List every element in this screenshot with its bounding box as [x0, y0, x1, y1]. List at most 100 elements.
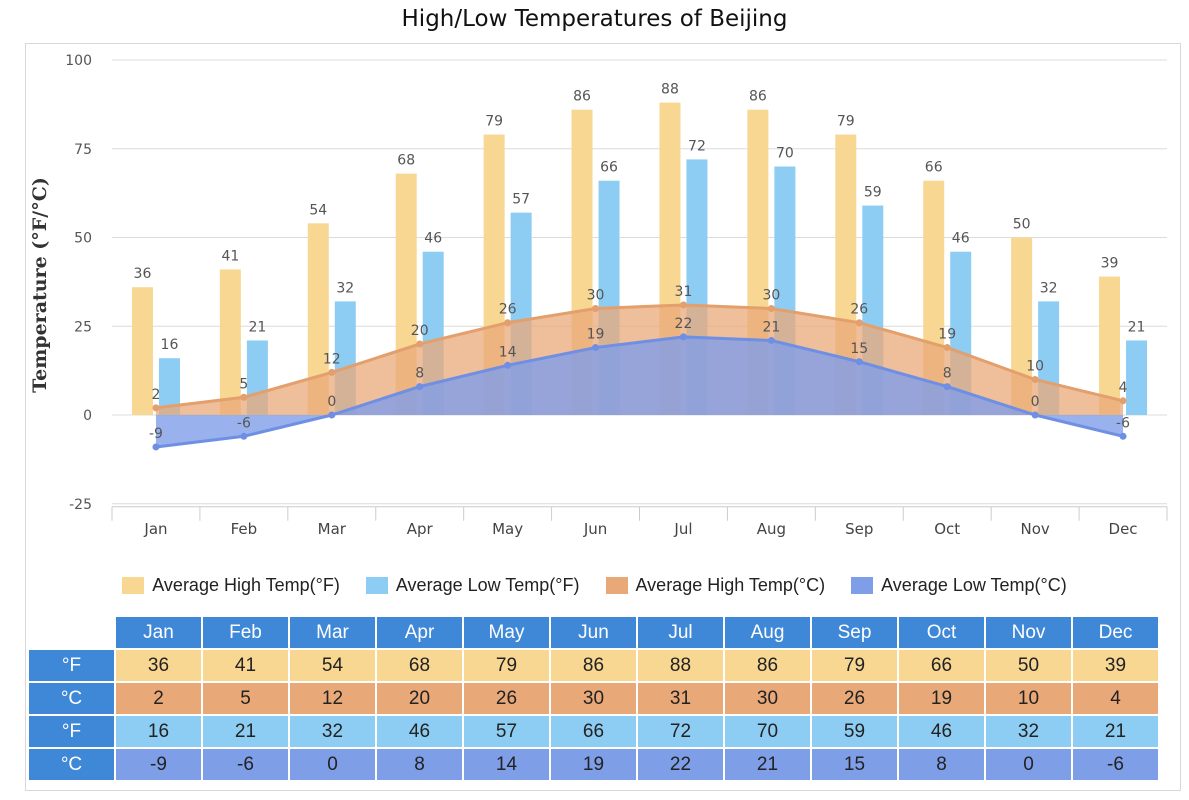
table-cell: 32 — [986, 716, 1071, 747]
table-cell: 32 — [290, 716, 375, 747]
point-high-c — [416, 340, 424, 348]
bar-label-low-f: 57 — [512, 192, 530, 208]
bar-high-f — [1011, 237, 1033, 415]
table-cell: 30 — [551, 683, 636, 714]
point-low-c — [504, 361, 512, 369]
table-cell: 57 — [464, 716, 549, 747]
table-cell: 41 — [203, 650, 288, 681]
table-row: °C 2 5 12 20 26 30 31 30 26 19 10 4 — [29, 683, 1158, 714]
point-low-c — [767, 336, 775, 344]
point-label-high-c: 4 — [1119, 380, 1128, 396]
point-high-c — [328, 368, 336, 376]
table-cell: 88 — [638, 650, 723, 681]
bar-label-high-f: 66 — [925, 160, 943, 176]
bar-label-high-f: 54 — [309, 202, 327, 218]
bar-label-high-f: 36 — [134, 266, 152, 282]
table-cell: 5 — [203, 683, 288, 714]
legend-swatch — [605, 576, 628, 594]
legend-item[interactable]: Average High Temp(°C) — [605, 575, 825, 596]
bar-label-high-f: 79 — [485, 114, 503, 130]
table-cell: 72 — [638, 716, 723, 747]
point-label-high-c: 26 — [850, 302, 868, 318]
table-cell: 31 — [638, 683, 723, 714]
point-high-c — [152, 404, 160, 412]
bar-low-f — [1126, 340, 1148, 415]
x-tick-label: Mar — [318, 520, 347, 538]
bar-label-high-f: 68 — [397, 153, 415, 169]
legend-item[interactable]: Average Low Temp(°C) — [851, 575, 1067, 596]
point-high-c — [592, 305, 600, 312]
table-cell: 36 — [116, 650, 201, 681]
point-label-low-c: -6 — [1116, 415, 1130, 431]
point-label-high-c: 20 — [411, 323, 429, 339]
table-cell: 26 — [812, 683, 897, 714]
bar-label-low-f: 21 — [248, 319, 266, 335]
table-cell: 10 — [986, 683, 1071, 714]
table-cell: 2 — [116, 683, 201, 714]
table-cell: 86 — [725, 650, 810, 681]
point-low-c — [416, 383, 424, 391]
table-month-header: May — [464, 617, 549, 648]
point-label-high-c: 12 — [323, 351, 341, 367]
table-row-header: °F — [29, 650, 114, 681]
table-row: °F 36 41 54 68 79 86 88 86 79 66 50 39 — [29, 650, 1158, 681]
point-high-c — [1119, 397, 1127, 405]
table-cell: 0 — [290, 749, 375, 780]
table-cell: 59 — [812, 716, 897, 747]
x-tick-label: Jun — [583, 520, 607, 538]
bar-label-low-f: 66 — [600, 160, 618, 176]
point-low-c — [1031, 411, 1039, 419]
point-low-c — [1119, 432, 1127, 440]
point-label-low-c: 22 — [675, 316, 693, 332]
table-cell: 46 — [899, 716, 984, 747]
table-cell: 68 — [377, 650, 462, 681]
table-month-header: Oct — [899, 617, 984, 648]
bar-label-low-f: 72 — [688, 138, 706, 154]
table-cell: 66 — [899, 650, 984, 681]
table-cell: 15 — [812, 749, 897, 780]
bar-label-high-f: 50 — [1013, 217, 1031, 233]
bar-high-f — [131, 287, 153, 415]
table-row-header: °C — [29, 749, 114, 780]
x-tick-label: Dec — [1109, 520, 1138, 538]
table-month-header: Jun — [551, 617, 636, 648]
point-label-high-c: 5 — [239, 376, 248, 392]
bar-label-low-f: 16 — [161, 337, 179, 353]
legend-label: Average Low Temp(°C) — [881, 574, 1067, 595]
point-label-low-c: 14 — [499, 344, 517, 360]
point-low-c — [328, 411, 336, 419]
table-row-header: °F — [29, 716, 114, 747]
legend-swatch — [122, 576, 145, 594]
legend-item[interactable]: Average Low Temp(°F) — [365, 575, 580, 596]
x-tick-label: Jan — [143, 520, 167, 538]
bar-high-f — [1099, 276, 1121, 415]
point-low-c — [592, 344, 600, 352]
table-cell: 14 — [464, 749, 549, 780]
table-cell: 79 — [812, 650, 897, 681]
legend-swatch — [851, 576, 874, 594]
point-high-c — [240, 393, 248, 401]
table-cell: 66 — [551, 716, 636, 747]
table-cell: 22 — [638, 749, 723, 780]
point-low-c — [152, 443, 160, 451]
table-cell: 19 — [899, 683, 984, 714]
table-cell: 26 — [464, 683, 549, 714]
y-tick-label: 0 — [83, 408, 92, 424]
bar-label-low-f: 70 — [776, 146, 794, 162]
point-label-low-c: 19 — [587, 327, 605, 343]
table-month-header: Aug — [725, 617, 810, 648]
bar-label-high-f: 39 — [1101, 256, 1119, 272]
x-tick-label: Feb — [231, 520, 258, 538]
table-cell: 0 — [986, 749, 1071, 780]
point-label-low-c: 8 — [943, 366, 952, 382]
point-low-c — [943, 383, 951, 391]
point-label-low-c: 0 — [1031, 394, 1040, 410]
point-label-low-c: 0 — [327, 394, 336, 410]
x-tick-label: Apr — [407, 520, 434, 538]
table-month-header: Apr — [377, 617, 462, 648]
table-cell: 12 — [290, 683, 375, 714]
legend-item[interactable]: Average High Temp(°F) — [122, 575, 340, 596]
point-label-high-c: 10 — [1026, 359, 1044, 375]
bar-label-low-f: 46 — [424, 231, 442, 247]
table-cell: -9 — [116, 749, 201, 780]
